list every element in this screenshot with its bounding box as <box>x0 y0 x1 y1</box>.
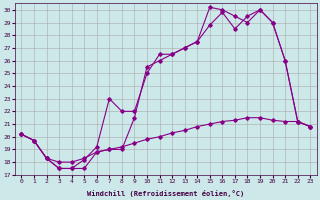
X-axis label: Windchill (Refroidissement éolien,°C): Windchill (Refroidissement éolien,°C) <box>87 190 244 197</box>
